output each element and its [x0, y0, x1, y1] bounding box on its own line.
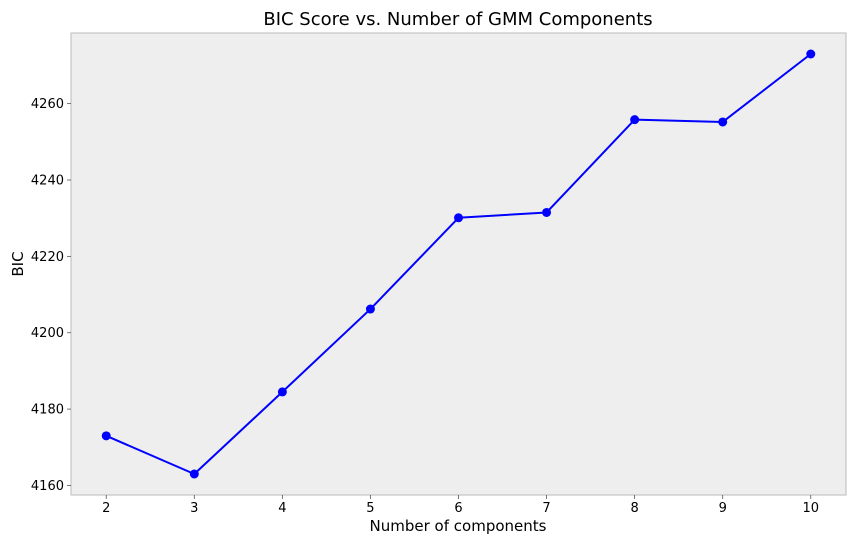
y-axis-label: BIC: [9, 251, 27, 276]
x-tick-label: 6: [454, 501, 462, 516]
y-tick-label: 4260: [31, 97, 64, 112]
x-tick-label: 10: [802, 501, 819, 516]
x-axis-ticks: 2 3 4 5 6 7 8 9 10: [102, 495, 819, 516]
data-point: [542, 207, 552, 217]
data-point: [365, 304, 375, 314]
y-tick-label: 4220: [31, 250, 64, 265]
y-tick-label: 4200: [31, 326, 64, 341]
bic-series-points: [101, 49, 816, 479]
y-tick-label: 4180: [31, 403, 64, 418]
x-tick-label: 7: [542, 501, 550, 516]
y-tick-label: 4160: [31, 479, 64, 494]
x-tick-label: 4: [278, 501, 286, 516]
data-point: [189, 469, 199, 479]
x-axis-label: Number of components: [370, 517, 547, 535]
data-point: [277, 387, 287, 397]
chart-title: BIC Score vs. Number of GMM Components: [263, 9, 652, 30]
x-tick-label: 3: [190, 501, 198, 516]
x-tick-label: 8: [630, 501, 638, 516]
data-point: [630, 115, 640, 125]
x-tick-label: 9: [719, 501, 727, 516]
data-point: [101, 431, 111, 441]
data-point: [718, 117, 728, 127]
data-point: [806, 49, 816, 59]
x-tick-label: 5: [366, 501, 374, 516]
data-point: [454, 213, 463, 223]
x-tick-label: 2: [102, 501, 110, 516]
y-tick-label: 4240: [31, 174, 64, 189]
y-axis-ticks: 4160 4180 4200 4220 4240 4260: [31, 97, 71, 494]
plot-area-background: [70, 32, 847, 496]
